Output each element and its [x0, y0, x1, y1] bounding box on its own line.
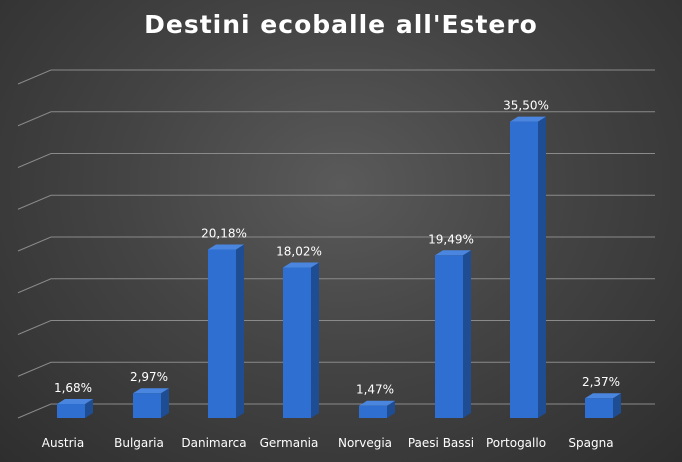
data-label: 19,49%	[428, 232, 474, 246]
gridline	[17, 69, 655, 85]
category-label: Spagna	[568, 436, 613, 450]
bar	[585, 398, 613, 418]
bar-side	[463, 250, 471, 418]
category-label: Paesi Bassi	[408, 436, 474, 450]
bar-side	[613, 393, 621, 418]
category-label: Bulgaria	[114, 436, 164, 450]
data-label: 20,18%	[201, 226, 247, 240]
gridlines	[17, 69, 655, 419]
category-label: Danimarca	[181, 436, 246, 450]
gridline	[17, 153, 655, 168]
bar	[359, 405, 387, 418]
gridline	[17, 278, 655, 294]
bar-side	[387, 400, 395, 418]
bar-side	[85, 398, 93, 418]
category-labels: Austria Bulgaria Danimarca Germania Norvegia…	[42, 436, 614, 450]
bar	[435, 255, 463, 418]
category-label: Norvegia	[338, 436, 392, 450]
bar-side	[538, 116, 546, 418]
data-labels: 1,68% 2,97% 20,18% 18,02% 1,47% 19,49% 35,50% 2…	[54, 99, 620, 397]
data-label: 35,50%	[503, 99, 549, 113]
bar-top	[510, 116, 546, 122]
category-label: Portogallo	[486, 436, 546, 450]
data-label: 1,68%	[54, 381, 92, 395]
gridline	[17, 236, 655, 252]
gridline	[17, 361, 655, 377]
category-label: Austria	[42, 436, 84, 450]
data-label: 2,97%	[130, 370, 168, 384]
bar	[208, 249, 236, 418]
bar-side	[311, 262, 319, 418]
bar	[57, 403, 85, 418]
gridline	[17, 320, 655, 335]
chart-title: Destini ecoballe all'Estero	[144, 10, 538, 39]
bars	[57, 116, 621, 418]
bar-side	[161, 388, 169, 418]
bar-top	[208, 244, 244, 250]
bar-top	[585, 393, 621, 399]
bar-top	[57, 398, 93, 404]
data-label: 2,37%	[582, 375, 620, 389]
bar	[133, 393, 161, 418]
bar-top	[435, 250, 471, 256]
bar	[283, 267, 311, 418]
bar-top	[359, 400, 395, 406]
data-label: 1,47%	[356, 383, 394, 397]
data-label: 18,02%	[276, 245, 322, 259]
bar	[510, 121, 538, 418]
bar-top	[133, 388, 169, 394]
gridline	[17, 111, 655, 127]
bar-top	[283, 262, 319, 268]
bar-side	[236, 244, 244, 418]
gridline	[17, 403, 655, 419]
gridline	[17, 194, 655, 210]
category-label: Germania	[260, 436, 319, 450]
